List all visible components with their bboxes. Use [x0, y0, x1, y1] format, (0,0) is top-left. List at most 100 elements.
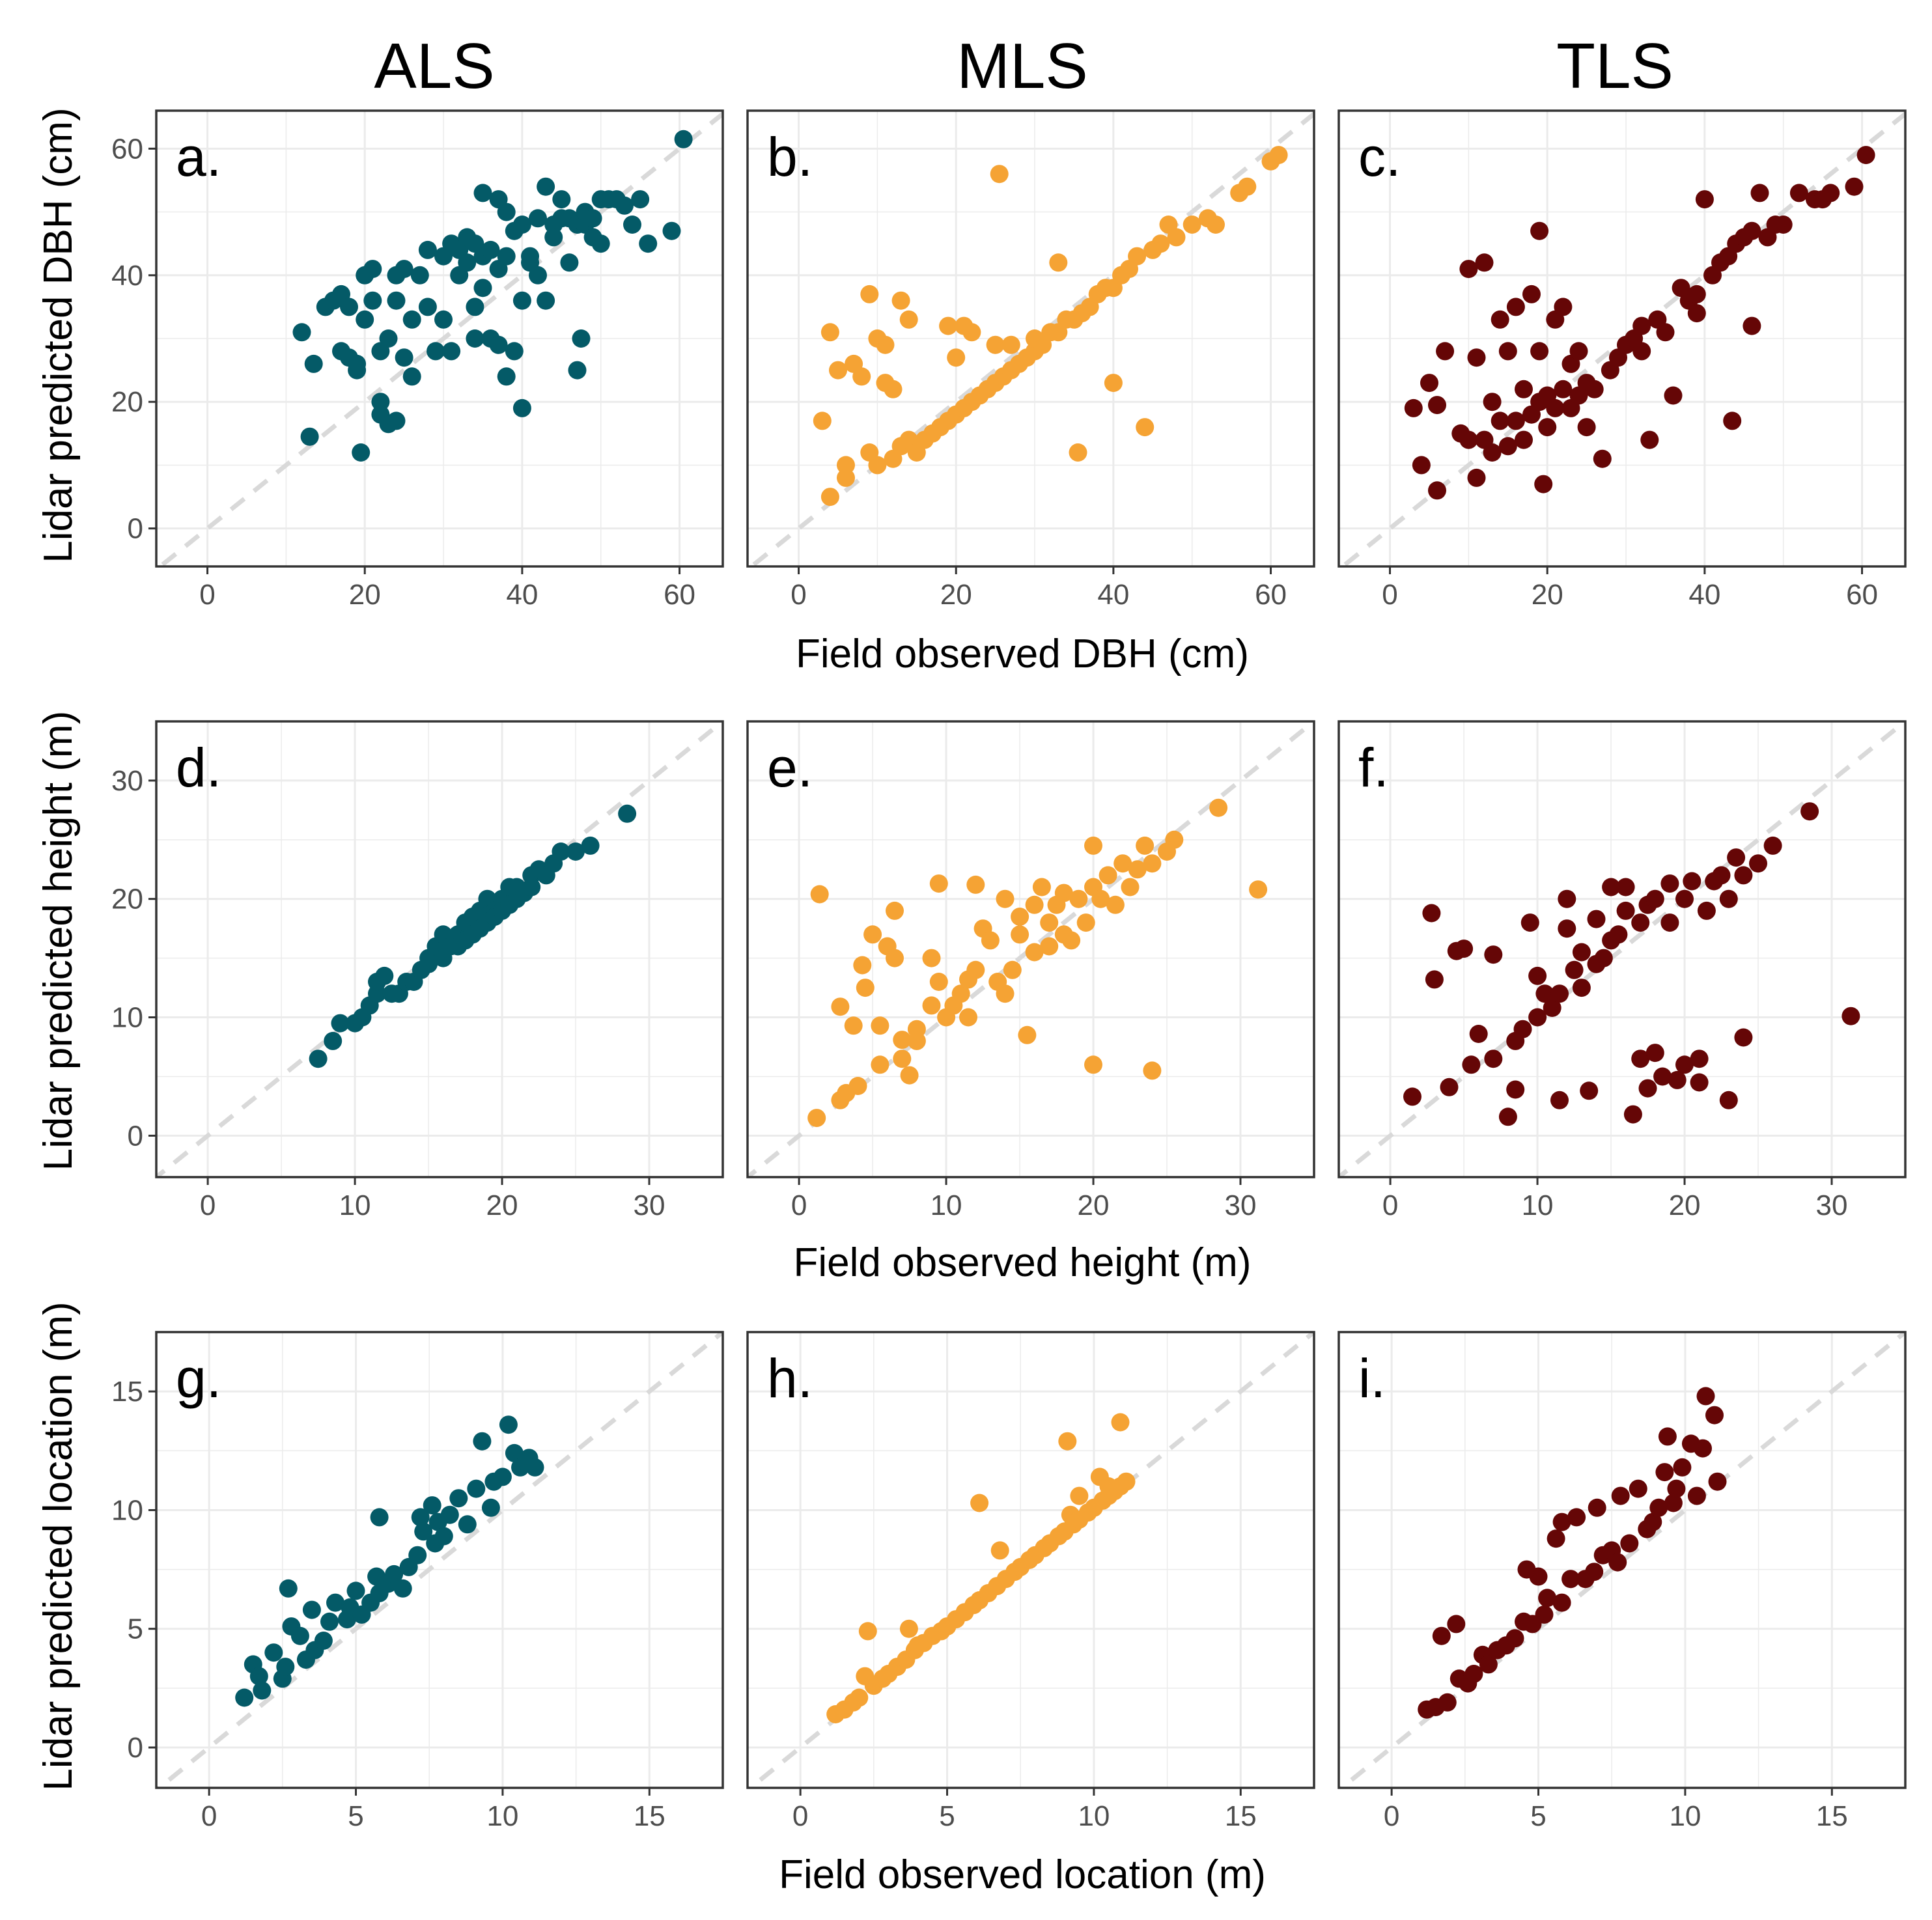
x-tick-label: 60 — [1255, 579, 1287, 611]
x-label-height: Field observed height (m) — [794, 1240, 1252, 1285]
point-als — [352, 443, 371, 462]
point-tls — [1697, 901, 1716, 920]
point-tls — [1631, 1050, 1650, 1068]
point-tls — [1403, 1087, 1421, 1106]
y-tick-label: 20 — [111, 386, 143, 418]
point-mls — [1207, 216, 1225, 234]
panel-frame — [155, 109, 724, 568]
point-als — [427, 342, 445, 361]
point-mls — [1011, 925, 1029, 944]
point-mls — [871, 1016, 889, 1035]
point-tls — [1580, 1081, 1599, 1100]
x-label-location: Field observed location (m) — [779, 1852, 1266, 1897]
point-tls — [1690, 1050, 1709, 1068]
point-tls — [1743, 316, 1761, 335]
point-als — [434, 1527, 453, 1546]
point-tls — [1528, 1008, 1547, 1027]
x-tick-label: 10 — [486, 1800, 518, 1832]
point-mls — [1025, 895, 1044, 914]
x-tick-label: 0 — [1382, 1190, 1398, 1221]
point-mls — [1136, 836, 1155, 855]
point-mls — [1070, 1486, 1089, 1505]
point-mls — [1001, 335, 1020, 354]
point-tls — [1620, 1534, 1639, 1553]
point-tls — [1469, 1025, 1488, 1043]
point-tls — [1428, 481, 1446, 500]
point-tls — [1845, 177, 1864, 196]
x-tick-label: 10 — [931, 1190, 962, 1221]
point-als — [525, 1458, 544, 1477]
point-tls — [1664, 386, 1683, 405]
point-tls — [1491, 411, 1509, 430]
point-mls — [1076, 913, 1095, 932]
point-mls — [907, 1020, 926, 1038]
point-tls — [1708, 1472, 1727, 1491]
y-tick-label: 60 — [111, 133, 143, 165]
point-als — [418, 240, 437, 259]
point-mls — [966, 875, 985, 894]
point-tls — [1552, 1593, 1571, 1612]
point-als — [348, 354, 367, 373]
point-tls — [1645, 1044, 1664, 1063]
point-als — [304, 354, 323, 373]
point-tls — [1675, 889, 1694, 908]
point-tls — [1432, 1626, 1451, 1645]
point-als — [363, 260, 382, 279]
point-tls — [1687, 285, 1706, 303]
point-tls — [1727, 848, 1746, 867]
point-tls — [1436, 342, 1455, 361]
point-als — [568, 361, 587, 380]
point-als — [276, 1658, 295, 1677]
point-tls — [1687, 1486, 1706, 1505]
x-label-dbh: Field observed DBH (cm) — [796, 632, 1249, 676]
point-mls — [959, 1008, 977, 1027]
x-tick-label: 10 — [1078, 1800, 1110, 1832]
panel-h: 0 5 10 15 h. — [746, 1331, 1315, 1832]
panel-c: 0 20 40 60 c. — [1337, 109, 1907, 611]
point-als — [512, 291, 531, 310]
point-tls — [1505, 1629, 1524, 1648]
point-mls — [807, 1109, 826, 1128]
point-als — [473, 184, 492, 202]
point-tls — [1623, 1105, 1642, 1124]
point-tls — [1543, 999, 1561, 1017]
point-als — [320, 1612, 339, 1631]
point-als — [290, 1626, 309, 1645]
point-tls — [1428, 396, 1446, 415]
point-tls — [1687, 304, 1706, 323]
point-tls — [1585, 1563, 1604, 1581]
x-tick-label: 20 — [486, 1190, 518, 1221]
x-tick-label: 15 — [634, 1800, 665, 1832]
points — [813, 146, 1288, 507]
point-tls — [1743, 221, 1761, 240]
point-als — [467, 1479, 486, 1498]
point-mls — [899, 1619, 918, 1638]
panel-frame — [746, 109, 1315, 568]
point-mls — [1069, 443, 1087, 462]
point-tls — [1459, 430, 1478, 449]
y-label-dbh: Lidar predicted DBH (cm) — [36, 107, 81, 563]
point-mls — [899, 310, 918, 329]
point-tls — [1609, 925, 1628, 944]
point-tls — [1673, 1458, 1692, 1477]
points — [309, 804, 637, 1068]
point-als — [442, 342, 461, 361]
point-mls — [848, 1077, 867, 1095]
point-tls — [1422, 904, 1441, 923]
x-tick-label: 60 — [1846, 579, 1878, 611]
point-tls — [1425, 970, 1444, 989]
point-mls — [831, 997, 850, 1016]
point-als — [375, 966, 394, 985]
point-mls — [1062, 931, 1081, 950]
y-tick-label: 40 — [111, 260, 143, 292]
point-tls — [1800, 802, 1819, 821]
point-als — [302, 1600, 321, 1619]
panel-frame — [155, 720, 724, 1178]
point-als — [618, 804, 637, 823]
point-als — [458, 253, 477, 272]
points — [1404, 146, 1875, 500]
x-tick-label: 15 — [1225, 1800, 1257, 1832]
point-mls — [1269, 146, 1288, 165]
point-tls — [1658, 1427, 1677, 1446]
point-tls — [1558, 919, 1576, 938]
